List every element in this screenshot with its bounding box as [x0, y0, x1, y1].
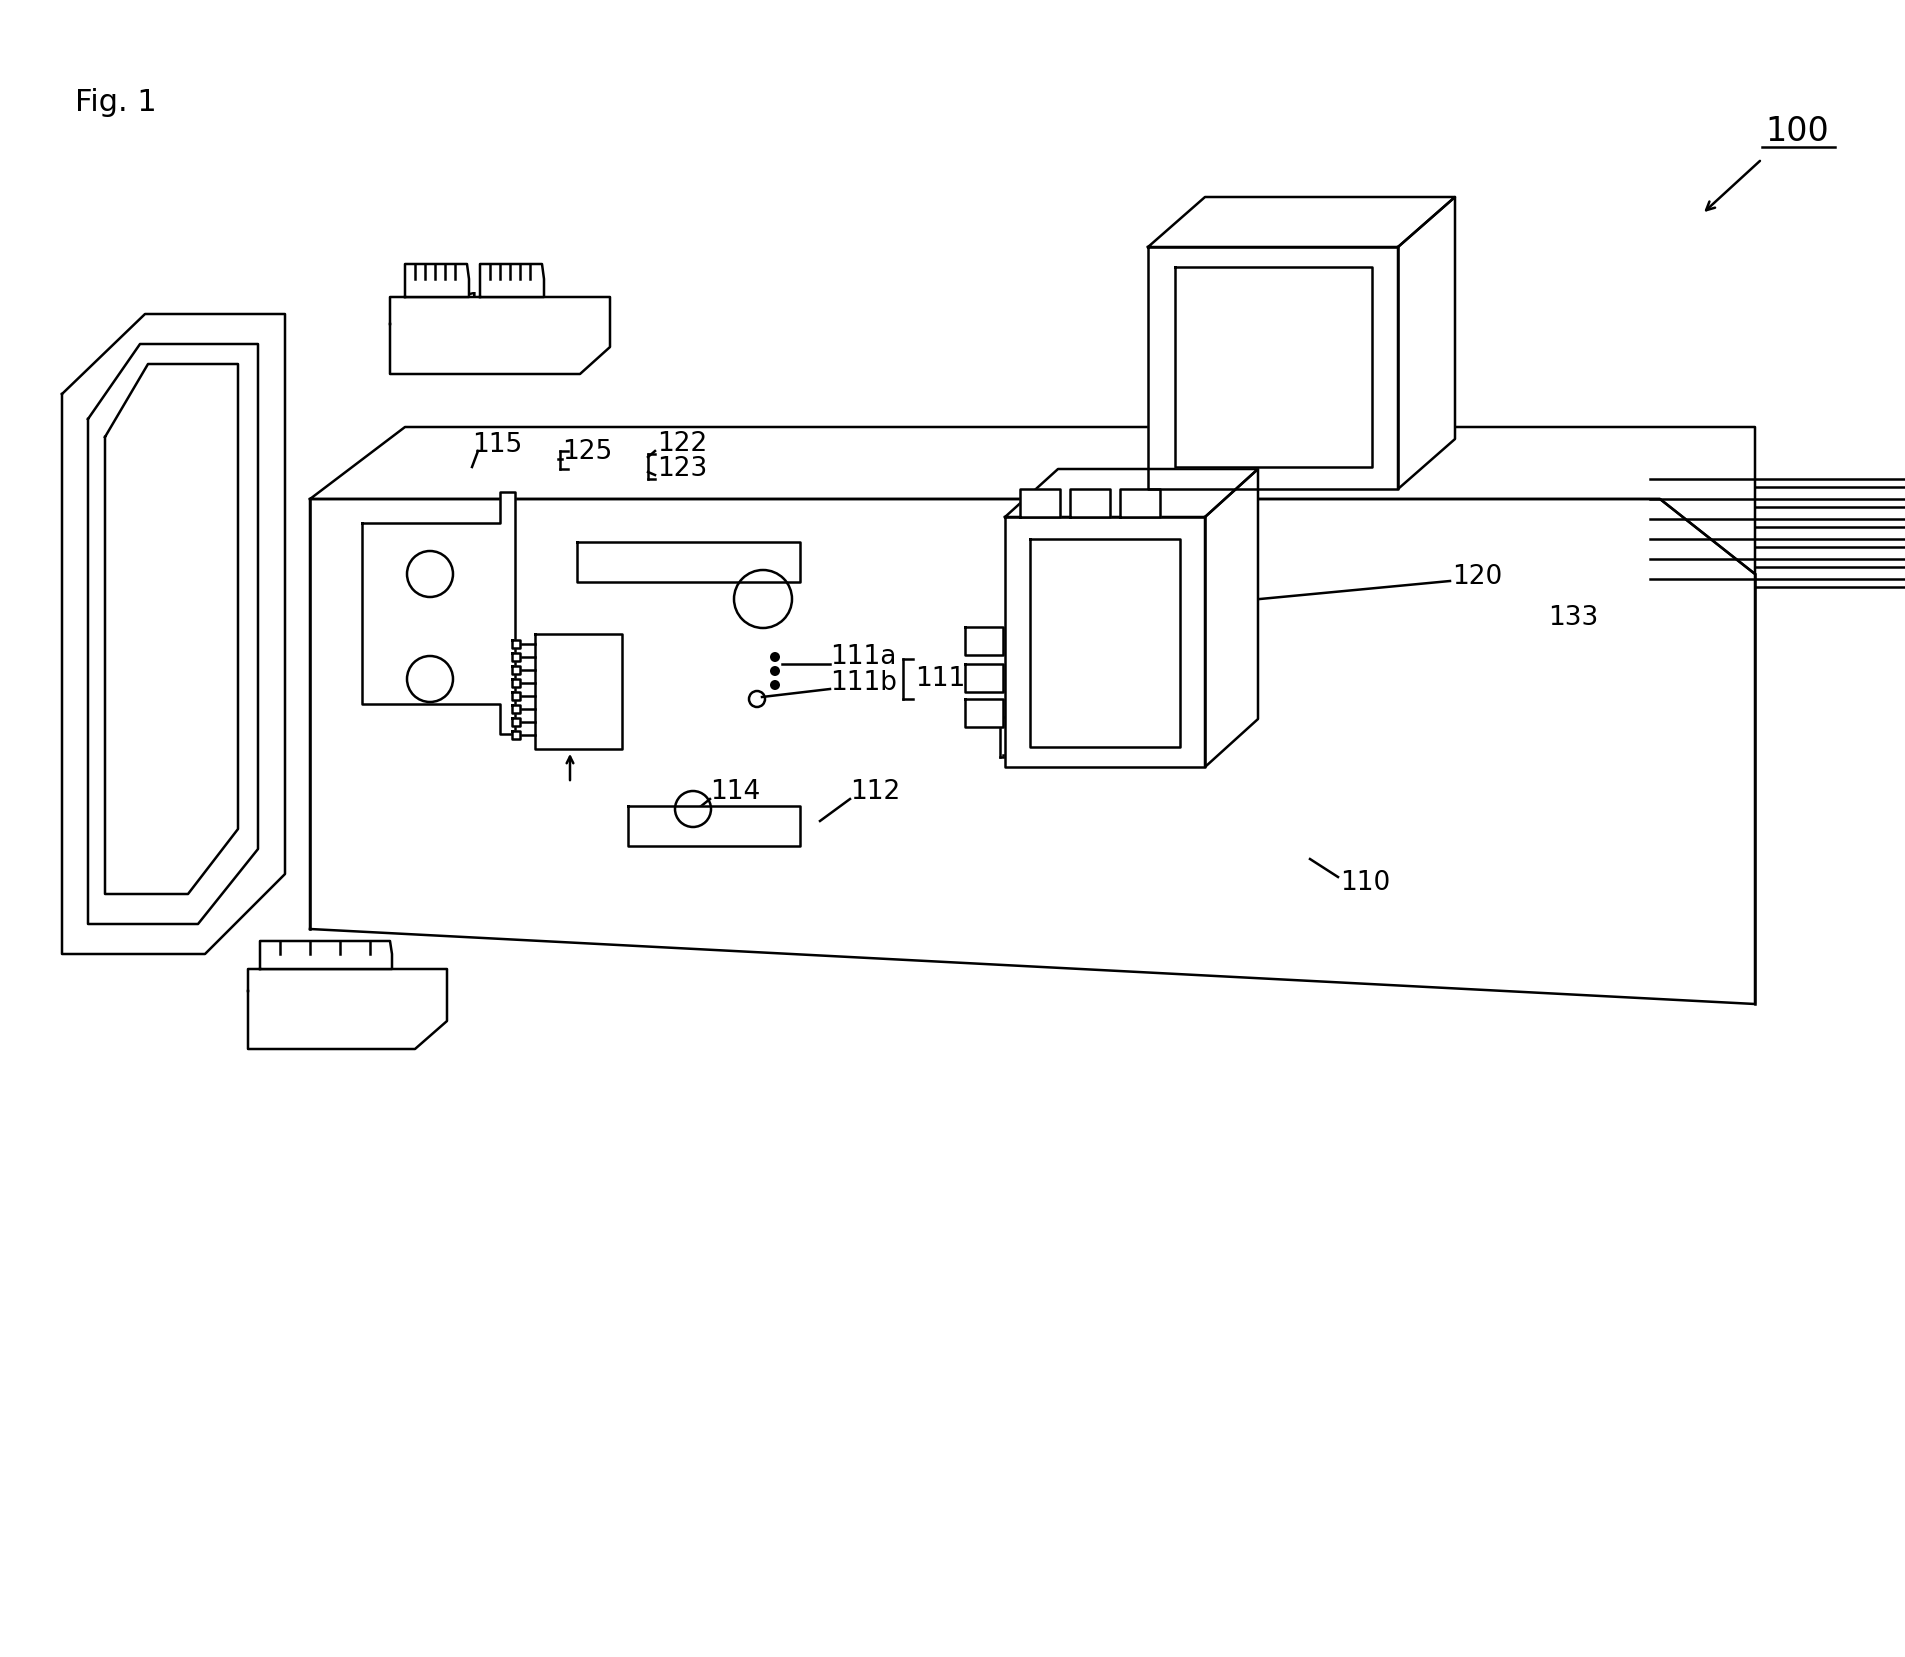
- Text: 112: 112: [850, 779, 901, 805]
- Polygon shape: [311, 500, 1755, 1004]
- Polygon shape: [966, 664, 1004, 693]
- Polygon shape: [1019, 490, 1059, 517]
- Polygon shape: [105, 365, 238, 895]
- Text: 114: 114: [711, 779, 760, 805]
- Text: 123: 123: [657, 456, 707, 482]
- Polygon shape: [577, 543, 800, 583]
- Polygon shape: [512, 641, 520, 648]
- Circle shape: [770, 666, 779, 676]
- Text: 113: 113: [1015, 736, 1065, 762]
- Circle shape: [770, 653, 779, 663]
- Polygon shape: [1175, 268, 1372, 467]
- Polygon shape: [311, 428, 1755, 575]
- Polygon shape: [966, 699, 1004, 727]
- Text: 115: 115: [472, 432, 522, 457]
- Circle shape: [770, 681, 779, 691]
- Polygon shape: [362, 492, 514, 734]
- Text: 133: 133: [1549, 605, 1598, 631]
- Polygon shape: [1398, 197, 1455, 490]
- Text: 110: 110: [1339, 870, 1391, 895]
- Polygon shape: [512, 693, 520, 701]
- Text: 141: 141: [432, 292, 482, 318]
- Polygon shape: [480, 265, 545, 298]
- Polygon shape: [248, 969, 448, 1049]
- Text: 131: 131: [1318, 237, 1368, 263]
- Polygon shape: [512, 719, 520, 726]
- Polygon shape: [535, 635, 623, 749]
- Polygon shape: [63, 315, 286, 954]
- Polygon shape: [259, 941, 392, 969]
- Polygon shape: [629, 807, 800, 847]
- Text: 120: 120: [1452, 563, 1503, 590]
- Polygon shape: [88, 345, 257, 925]
- Text: 141: 141: [356, 996, 408, 1022]
- Polygon shape: [1149, 249, 1398, 490]
- Polygon shape: [391, 298, 610, 374]
- Polygon shape: [1120, 490, 1160, 517]
- Polygon shape: [406, 265, 469, 298]
- Polygon shape: [512, 706, 520, 714]
- Polygon shape: [512, 731, 520, 739]
- Text: 125: 125: [562, 439, 612, 464]
- Text: 111: 111: [914, 666, 966, 691]
- Polygon shape: [512, 679, 520, 688]
- Text: 111a: 111a: [831, 643, 897, 669]
- Polygon shape: [1031, 540, 1179, 747]
- Text: 100: 100: [1766, 114, 1829, 147]
- Polygon shape: [512, 666, 520, 674]
- Polygon shape: [1206, 469, 1257, 767]
- Polygon shape: [1006, 517, 1206, 767]
- Polygon shape: [1071, 490, 1111, 517]
- Text: 143: 143: [149, 852, 198, 878]
- Text: 122: 122: [657, 431, 707, 457]
- Text: 121: 121: [1099, 701, 1151, 727]
- Polygon shape: [1149, 197, 1455, 249]
- Polygon shape: [966, 628, 1004, 656]
- Text: 111b: 111b: [831, 669, 897, 696]
- Polygon shape: [1006, 469, 1257, 517]
- Polygon shape: [512, 653, 520, 661]
- Text: Fig. 1: Fig. 1: [74, 88, 156, 118]
